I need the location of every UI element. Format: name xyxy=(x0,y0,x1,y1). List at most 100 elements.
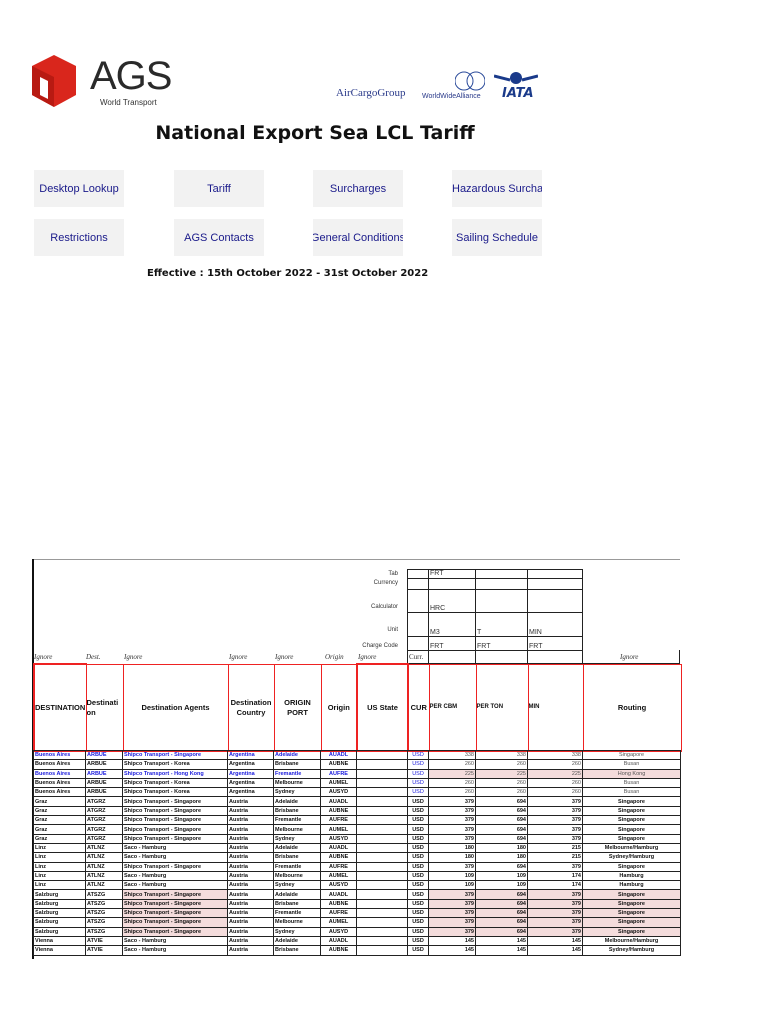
cell-min: 260 xyxy=(527,777,583,789)
table-row: Graz ATGRZ Shipco Transport - Singapore Aus… xyxy=(33,833,681,844)
cell-origin-code: AUADL xyxy=(320,842,357,854)
cell-per-ton: 694 xyxy=(475,926,528,937)
cell-currency: USD xyxy=(407,926,429,937)
cell-us-state xyxy=(356,796,408,807)
general-conditions-button[interactable]: General Conditions xyxy=(313,219,403,256)
cell-dest-code: ARBUE xyxy=(85,787,123,798)
cell-destination-agent: Shipco Transport - Korea xyxy=(122,777,228,789)
cell-routing: Melbourne/Hamburg xyxy=(582,935,681,947)
cell-dest-code: ARBUE xyxy=(85,749,123,761)
cell-dest-code: ATVIE xyxy=(85,945,123,956)
cell-routing: Sydney/Hamburg xyxy=(582,945,681,956)
meta-calculator: HRC xyxy=(428,589,476,613)
cell-destination-country: Argentina xyxy=(227,777,274,789)
table-row: Vienna ATVIE Saco - Hamburg Austria Brisbane… xyxy=(33,945,681,956)
aircargogroup-logo: AirCargoGroup xyxy=(336,87,406,99)
sailing-schedule-button[interactable]: Sailing Schedule xyxy=(452,219,542,256)
cell-us-state xyxy=(356,852,408,863)
cell-destination-country: Austria xyxy=(227,824,274,835)
cell-destination: Linz xyxy=(33,880,86,891)
cell-routing: Singapore xyxy=(582,833,681,844)
cell-per-ton: 109 xyxy=(475,870,528,882)
cell-destination-agent: Shipco Transport - Korea xyxy=(122,759,228,770)
cell-per-ton: 694 xyxy=(475,917,528,928)
desktop-lookup-button[interactable]: Desktop Lookup xyxy=(34,170,124,207)
cell-us-state xyxy=(356,898,408,910)
table-row: Buenos Aires ARBUE Shipco Transport - Sing… xyxy=(33,749,681,761)
cell-per-ton: 694 xyxy=(475,805,528,817)
cell-origin-port: Melbourne xyxy=(273,917,321,928)
cell-per-ton: 145 xyxy=(475,935,528,947)
cell-routing: Singapore xyxy=(582,908,681,919)
cell-per-cbm: 379 xyxy=(428,833,476,844)
cell-destination-country: Argentina xyxy=(227,749,274,761)
restrictions-button[interactable]: Restrictions xyxy=(34,219,124,256)
tariff-button[interactable]: Tariff xyxy=(174,170,264,207)
col-per-ton: PER TON xyxy=(475,663,529,752)
cell-routing: Singapore xyxy=(582,898,681,910)
cell-per-ton: 180 xyxy=(475,852,528,863)
worldwidealliance-logo: WorldWideAlliance xyxy=(422,93,481,100)
cell-destination-agent: Shipco Transport - Singapore xyxy=(122,749,228,761)
cell-routing: Melbourne/Hamburg xyxy=(582,842,681,854)
cell-per-cbm: 379 xyxy=(428,926,476,937)
cell-origin-code: AUMEL xyxy=(320,870,357,882)
cell-per-cbm: 379 xyxy=(428,815,476,826)
cell-origin-code: AUADL xyxy=(320,796,357,807)
cell-currency: USD xyxy=(407,898,429,910)
ags-contacts-button[interactable]: AGS Contacts xyxy=(174,219,264,256)
cell-min: 379 xyxy=(527,824,583,835)
cell-destination: Graz xyxy=(33,833,86,844)
cell-dest-code: ATGRZ xyxy=(85,815,123,826)
cell-destination-agent: Shipco Transport - Singapore xyxy=(122,805,228,817)
hazardous-surcharges-button[interactable]: Hazardous Surcharges xyxy=(452,170,542,207)
cell-destination: Buenos Aires xyxy=(33,768,86,779)
cell-dest-code: ARBUE xyxy=(85,759,123,770)
cell-origin-port: Adelaide xyxy=(273,935,321,947)
cell-origin-code: AUMEL xyxy=(320,917,357,928)
cell-routing: Singapore xyxy=(582,824,681,835)
cell-min: 379 xyxy=(527,898,583,910)
cell-destination-agent: Shipco Transport - Singapore xyxy=(122,926,228,937)
cell-destination: Linz xyxy=(33,861,86,872)
cell-origin-port: Fremantle xyxy=(273,768,321,779)
cell-us-state xyxy=(356,815,408,826)
cell-us-state xyxy=(356,842,408,854)
cell-origin-code: AUFRE xyxy=(320,815,357,826)
cell-origin-code: AUSYD xyxy=(320,880,357,891)
cell-min: 379 xyxy=(527,908,583,919)
meta-label-tab: Tab xyxy=(388,571,398,577)
cell-us-state xyxy=(356,787,408,798)
cell-currency: USD xyxy=(407,805,429,817)
cell-destination-country: Austria xyxy=(227,796,274,807)
cell-min: 145 xyxy=(527,945,583,956)
cell-per-ton: 694 xyxy=(475,889,528,900)
surcharges-button[interactable]: Surcharges xyxy=(313,170,403,207)
cell-destination-agent: Saco - Hamburg xyxy=(122,945,228,956)
cell-us-state xyxy=(356,749,408,761)
cell-per-cbm: 145 xyxy=(428,945,476,956)
cell-us-state xyxy=(356,889,408,900)
cell-destination: Linz xyxy=(33,852,86,863)
cell-origin-code: AUSYD xyxy=(320,833,357,844)
ignore-label: Ignore xyxy=(34,653,53,661)
cell-destination-country: Austria xyxy=(227,917,274,928)
cell-destination-agent: Shipco Transport - Hong Kong xyxy=(122,768,228,779)
cell-destination: Salzburg xyxy=(33,908,86,919)
meta-charge-code: FRT xyxy=(527,636,583,651)
cell-origin-port: Melbourne xyxy=(273,824,321,835)
cell-us-state xyxy=(356,880,408,891)
meta-unit: M3 xyxy=(428,612,476,637)
cell-per-ton: 694 xyxy=(475,861,528,872)
cell-currency: USD xyxy=(407,777,429,789)
cell-routing: Busan xyxy=(582,759,681,770)
cell-per-cbm: 180 xyxy=(428,842,476,854)
cell-destination-country: Austria xyxy=(227,805,274,817)
ignore-label: Ignore xyxy=(275,653,294,661)
ignore-label: Origin xyxy=(325,653,344,661)
cell-min: 225 xyxy=(527,768,583,779)
cell-per-cbm: 379 xyxy=(428,861,476,872)
cell-destination-country: Austria xyxy=(227,945,274,956)
cell-origin-code: AUADL xyxy=(320,935,357,947)
cell-min: 379 xyxy=(527,926,583,937)
